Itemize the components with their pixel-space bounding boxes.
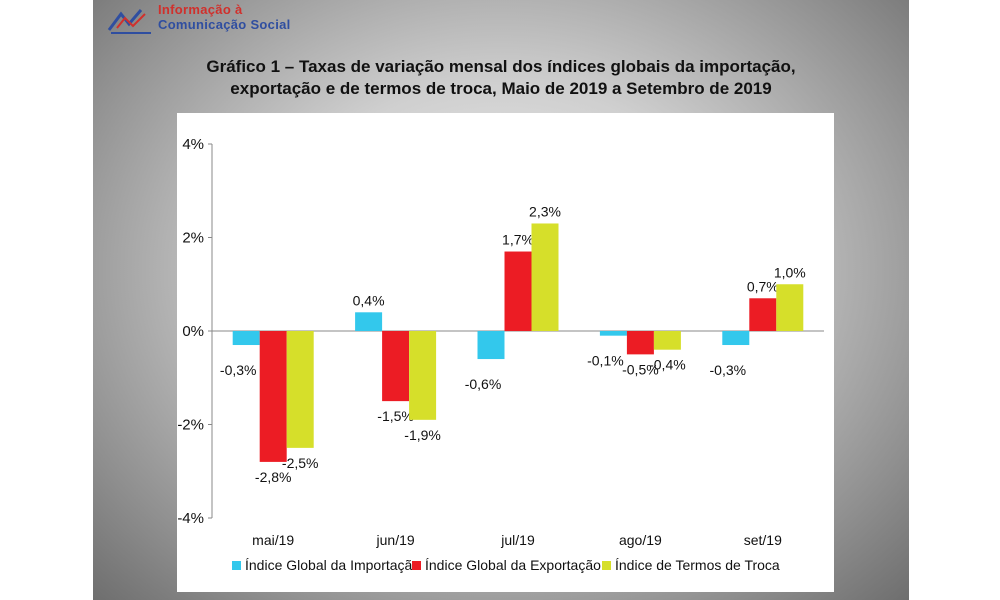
- bar: [286, 331, 314, 448]
- bar: [531, 223, 559, 331]
- legend-item: Índice Global da Importação: [232, 557, 420, 573]
- legend-item: Índice Global da Exportação: [412, 557, 601, 573]
- x-category-label: ago/19: [619, 532, 662, 548]
- data-label: 1,0%: [774, 264, 806, 280]
- legend-swatch: [602, 560, 611, 570]
- chart-title-line2: exportação e de termos de troca, Maio de…: [230, 79, 772, 98]
- x-category-label: set/19: [744, 532, 782, 548]
- y-tick-label: -2%: [177, 417, 204, 434]
- legend-swatch: [412, 560, 421, 570]
- data-label: 2,3%: [529, 203, 561, 219]
- x-category-label: mai/19: [252, 532, 294, 548]
- bar: [259, 331, 287, 462]
- chart-title: Gráfico 1 – Taxas de variação mensal dos…: [93, 56, 909, 100]
- y-tick-label: -4%: [177, 510, 204, 527]
- legend-swatch: [232, 560, 241, 570]
- bar: [409, 331, 437, 420]
- chart-legend: Índice Global da Importação Índice Global…: [232, 557, 792, 577]
- data-label: -0,6%: [465, 376, 502, 392]
- y-tick-label: 0%: [182, 323, 204, 340]
- data-label: -2,5%: [282, 455, 319, 471]
- legend-label: Índice Global da Importação: [245, 557, 421, 573]
- x-category-label: jun/19: [376, 532, 415, 548]
- chart-title-line1: Gráfico 1 – Taxas de variação mensal dos…: [206, 57, 796, 76]
- data-label: 0,7%: [747, 278, 779, 294]
- data-label: 1,7%: [502, 232, 534, 248]
- bar: [749, 298, 777, 331]
- bar: [626, 331, 654, 355]
- bar: [382, 331, 410, 402]
- data-label: -2,8%: [255, 469, 292, 485]
- bar: [776, 284, 804, 331]
- logo-mark-icon: [107, 9, 151, 34]
- logo: Informação à Comunicação Social: [103, 2, 353, 42]
- data-label: -0,1%: [587, 353, 624, 369]
- data-label: -1,5%: [377, 408, 414, 424]
- data-label: -1,9%: [404, 427, 441, 443]
- chart-panel: 4% 2% 0% -2% -4% mai/19 -0,3% -2,8% -2,5% jun/19 0…: [177, 113, 834, 592]
- logo-text-line1: Informação à: [158, 2, 243, 17]
- legend-item: Índice de Termos de Troca: [602, 557, 780, 573]
- logo-text-line2: Comunicação Social: [158, 17, 291, 32]
- y-tick-label: 2%: [182, 230, 204, 247]
- bar: [599, 331, 627, 336]
- x-category-label: jul/19: [500, 532, 535, 548]
- bar: [504, 251, 532, 331]
- bar: [653, 331, 681, 350]
- chart-plot: 4% 2% 0% -2% -4% mai/19 -0,3% -2,8%-2,5% jun/19 0…: [177, 136, 824, 548]
- legend-label: Índice Global da Exportação: [425, 557, 601, 573]
- bar: [355, 312, 383, 331]
- data-label: 0,4%: [353, 292, 385, 308]
- data-label: -0,5%: [622, 361, 659, 377]
- data-label: -0,3%: [710, 362, 747, 378]
- data-label: -0,4%: [649, 357, 686, 373]
- legend-label: Índice de Termos de Troca: [615, 557, 780, 573]
- bar: [477, 331, 505, 360]
- data-label: -0,3%: [220, 362, 257, 378]
- y-tick-label: 4%: [182, 136, 204, 153]
- bar: [232, 331, 260, 346]
- bar: [722, 331, 750, 346]
